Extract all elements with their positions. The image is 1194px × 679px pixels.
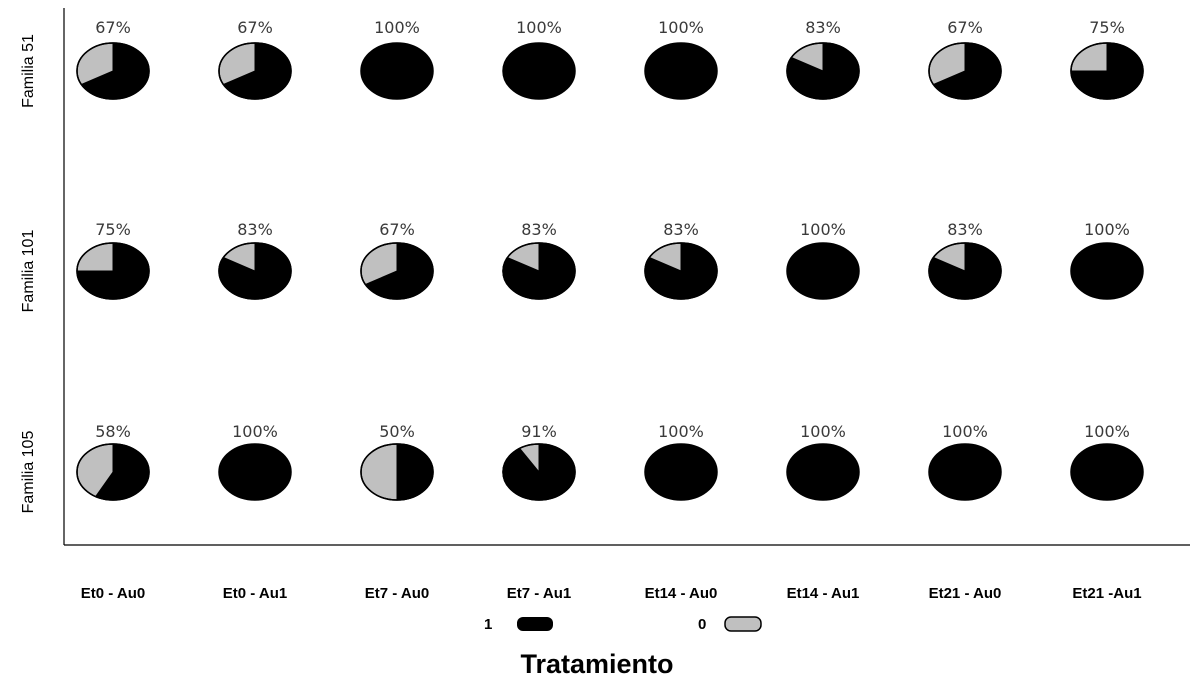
pie-percent-label: 83% <box>663 220 699 239</box>
pie-outline <box>786 42 860 100</box>
pie <box>928 443 1002 501</box>
pie <box>218 242 292 300</box>
pie <box>928 42 1002 100</box>
pie <box>76 42 150 100</box>
column-label: Et14 - Au0 <box>645 585 718 602</box>
pie-percent-label: 83% <box>805 18 841 37</box>
pie-outline <box>218 242 292 300</box>
pie <box>360 42 434 100</box>
pie-percent-label: 67% <box>237 18 273 37</box>
pie <box>502 443 576 501</box>
pie <box>502 42 576 100</box>
pie-outline <box>1070 42 1144 100</box>
column-label: Et14 - Au1 <box>787 585 860 602</box>
column-label: Et0 - Au1 <box>223 585 287 602</box>
pie-percent-label: 75% <box>1089 18 1125 37</box>
pie <box>502 242 576 300</box>
pie-percent-label: 100% <box>374 18 420 37</box>
legend-swatch-0 <box>724 616 762 632</box>
legend-swatch-1 <box>517 617 553 631</box>
pie <box>644 42 718 100</box>
pie-outline <box>360 443 434 501</box>
pie-percent-label: 100% <box>658 18 704 37</box>
pie-outline <box>928 242 1002 300</box>
row-label: Familia 51 <box>20 34 37 108</box>
column-label: Et7 - Au0 <box>365 585 429 602</box>
axes <box>63 8 1190 546</box>
pie-percent-label: 75% <box>95 220 131 239</box>
pie <box>1070 443 1144 501</box>
pie <box>76 242 150 300</box>
row-labels: Familia 51 Familia 101 Familia 105 <box>20 34 37 513</box>
pie-percent-label: 100% <box>800 220 846 239</box>
row-label: Familia 105 <box>20 431 37 514</box>
pie <box>644 242 718 300</box>
pie-percent-label: 50% <box>379 422 415 441</box>
pie <box>786 242 860 300</box>
pie-outline <box>644 242 718 300</box>
pie-slice-0 <box>360 42 434 100</box>
column-label: Et21 -Au1 <box>1072 585 1141 602</box>
column-label: Et21 - Au0 <box>929 585 1002 602</box>
pie-slice-0 <box>928 443 1002 501</box>
pie-slice-0 <box>644 42 718 100</box>
pies <box>76 42 1144 501</box>
pie-percent-label: 67% <box>379 220 415 239</box>
pie-outline <box>76 242 150 300</box>
x-axis-title: Tratamiento <box>520 649 673 679</box>
row-label: Familia 101 <box>20 230 37 313</box>
column-label: Et0 - Au0 <box>81 585 145 602</box>
legend-label-0: 0 <box>698 616 706 633</box>
pie-percent-label: 100% <box>800 422 846 441</box>
pie-outline <box>360 242 434 300</box>
pie-percent-label: 100% <box>658 422 704 441</box>
pie <box>786 42 860 100</box>
pie-percent-label: 100% <box>1084 220 1130 239</box>
pie-slice-0 <box>1070 242 1144 300</box>
pie <box>1070 42 1144 100</box>
pie-outline <box>502 242 576 300</box>
column-label: Et7 - Au1 <box>507 585 571 602</box>
pie <box>360 443 434 501</box>
pie-outline <box>76 443 150 501</box>
pie-percent-label: 100% <box>942 422 988 441</box>
pie-percent-label: 83% <box>521 220 557 239</box>
pie <box>360 242 434 300</box>
pie-percent-label: 83% <box>237 220 273 239</box>
pie-percent-label: 100% <box>516 18 562 37</box>
pie <box>644 443 718 501</box>
legend: 1 0 <box>484 616 762 633</box>
pie-outline <box>502 443 576 501</box>
pie <box>928 242 1002 300</box>
pie-outline <box>218 42 292 100</box>
pie-slice-0 <box>502 42 576 100</box>
percent-labels: 67% 67% 100% 100% 100% 83% 67% 75% 75% 83% 67% 83% 8… <box>95 18 1130 441</box>
pie-outline <box>928 42 1002 100</box>
pie-slice-0 <box>1070 443 1144 501</box>
pie-percent-label: 58% <box>95 422 131 441</box>
pie <box>76 443 150 501</box>
pie-slice-0 <box>786 443 860 501</box>
pie-slice-0 <box>786 242 860 300</box>
pie-percent-label: 83% <box>947 220 983 239</box>
pie <box>786 443 860 501</box>
pie-outline <box>76 42 150 100</box>
pie <box>218 443 292 501</box>
pie <box>218 42 292 100</box>
pie-percent-label: 67% <box>95 18 131 37</box>
column-labels: Et0 - Au0 Et0 - Au1 Et7 - Au0 Et7 - Au1 Et14… <box>81 585 1142 602</box>
pie-percent-label: 100% <box>232 422 278 441</box>
legend-label-1: 1 <box>484 616 492 633</box>
pie-percent-label: 91% <box>521 422 557 441</box>
pie <box>1070 242 1144 300</box>
pie-slice-0 <box>218 443 292 501</box>
pie-percent-label: 100% <box>1084 422 1130 441</box>
pie-percent-label: 67% <box>947 18 983 37</box>
pie-slice-0 <box>644 443 718 501</box>
pie-slice-1 <box>396 443 434 501</box>
